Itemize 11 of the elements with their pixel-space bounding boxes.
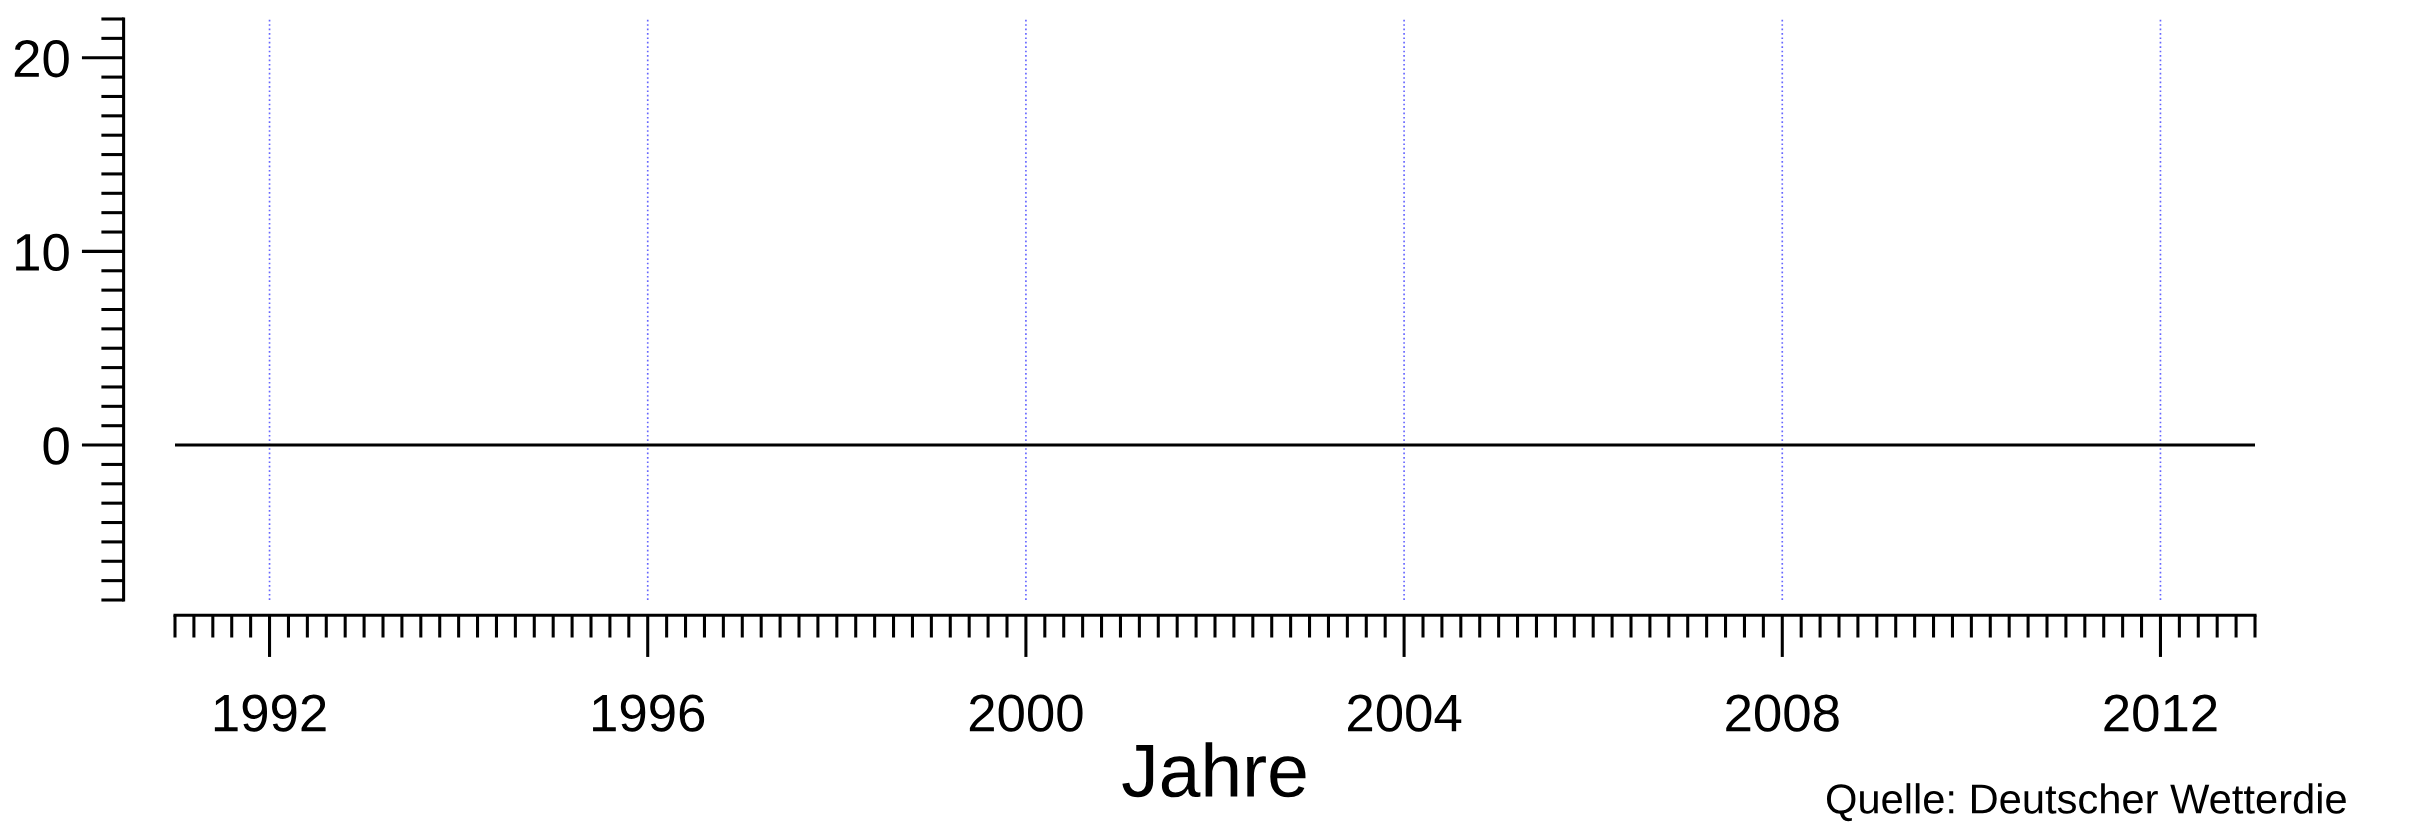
y-tick-label: 0 [43,427,69,465]
x-tick-label: 2000 [969,694,1083,732]
x-tick-label: 2012 [2104,694,2217,732]
source-note: Quelle: Deutscher Wetterdie [1826,783,2346,822]
x-tick-label: 1996 [593,694,705,732]
x-tick-label: 1992 [214,694,326,732]
y-tick-label: 20 [14,40,69,78]
x-tick-label: 2008 [1726,694,1839,732]
x-tick-label: 2004 [1348,694,1462,732]
y-tick-label: 10 [16,233,69,272]
x-axis-title: Jahre [1122,742,1306,798]
